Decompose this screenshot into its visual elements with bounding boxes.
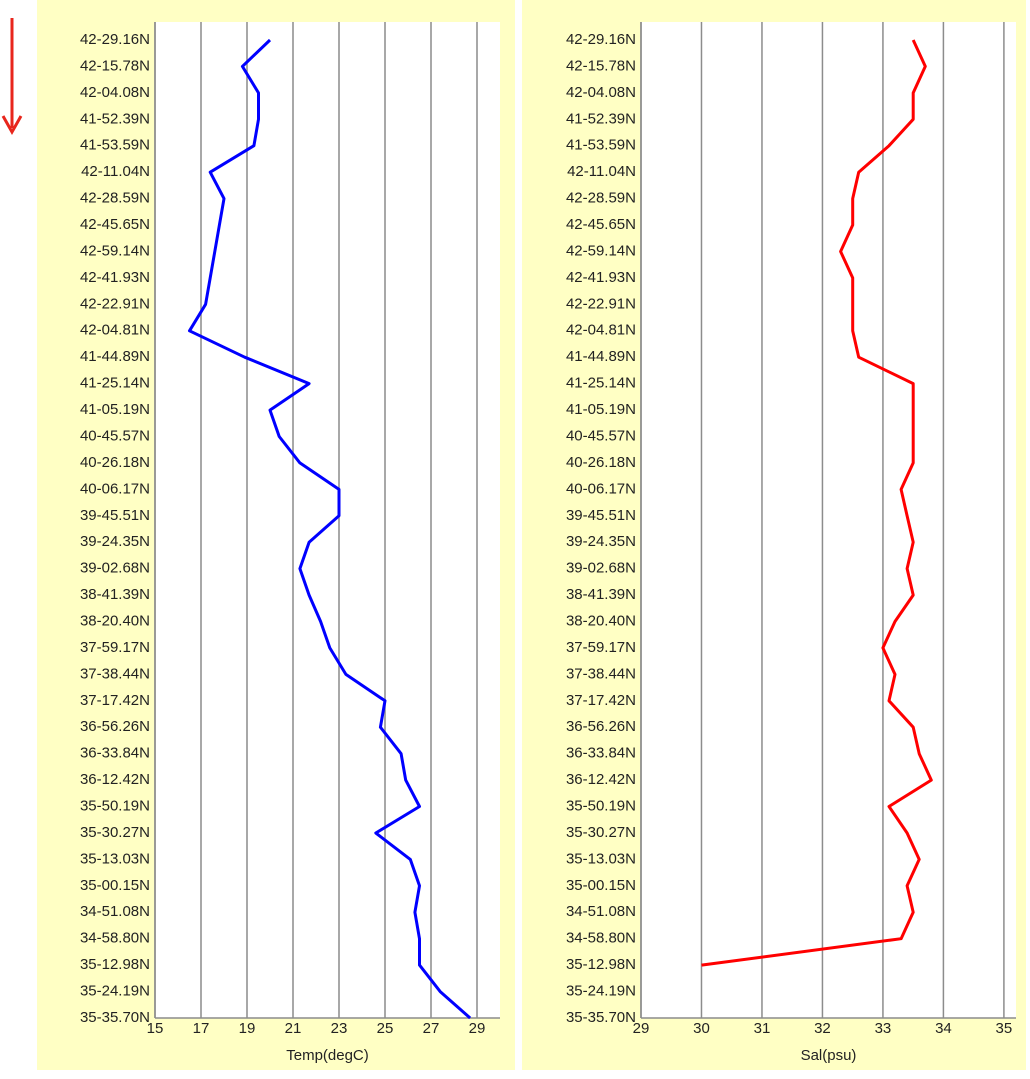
y-tick-label: 39-02.68N [80, 560, 150, 577]
y-tick-label: 42-15.78N [80, 57, 150, 74]
y-tick-label: 38-20.40N [80, 612, 150, 629]
y-tick-label: 35-30.27N [80, 824, 150, 841]
y-tick-label: 35-13.03N [566, 850, 636, 867]
y-tick-label: 36-33.84N [566, 745, 636, 762]
plot-area [155, 22, 500, 1018]
y-tick-label: 41-05.19N [566, 401, 636, 418]
y-tick-label: 42-28.59N [566, 190, 636, 207]
y-tick-label: 41-52.39N [566, 110, 636, 127]
y-tick-label: 35-24.19N [566, 983, 636, 1000]
y-tick-label: 37-38.44N [80, 665, 150, 682]
y-tick-label: 37-59.17N [80, 639, 150, 656]
x-tick-label: 15 [147, 1020, 164, 1037]
y-tick-label: 39-24.35N [566, 533, 636, 550]
y-tick-label: 36-33.84N [80, 745, 150, 762]
x-axis-label: Sal(psu) [801, 1047, 857, 1064]
y-tick-label: 34-58.80N [566, 930, 636, 947]
y-tick-label: 35-12.98N [80, 956, 150, 973]
y-tick-label: 40-45.57N [566, 427, 636, 444]
x-tick-label: 34 [935, 1020, 952, 1037]
y-tick-label: 37-17.42N [80, 692, 150, 709]
x-tick-label: 32 [814, 1020, 831, 1037]
y-tick-label: 42-29.16N [566, 31, 636, 48]
x-tick-label: 35 [996, 1020, 1013, 1037]
y-tick-label: 38-20.40N [566, 612, 636, 629]
y-tick-label: 42-04.81N [566, 322, 636, 339]
y-tick-label: 35-00.15N [80, 877, 150, 894]
y-tick-label: 39-02.68N [566, 560, 636, 577]
y-tick-label: 35-50.19N [566, 798, 636, 815]
y-tick-label: 38-41.39N [80, 586, 150, 603]
x-tick-label: 29 [469, 1020, 486, 1037]
y-tick-label: 35-35.70N [566, 1009, 636, 1026]
x-tick-label: 30 [693, 1020, 710, 1037]
y-tick-label: 41-52.39N [80, 110, 150, 127]
y-tick-label: 42-11.04N [81, 163, 150, 180]
y-tick-label: 37-38.44N [566, 665, 636, 682]
direction-arrow [1, 18, 23, 136]
x-tick-label: 23 [331, 1020, 348, 1037]
y-tick-label: 39-45.51N [566, 507, 636, 524]
y-tick-label: 36-12.42N [566, 771, 636, 788]
data-line [701, 39, 933, 967]
x-tick-label: 31 [754, 1020, 771, 1037]
y-tick-label: 37-17.42N [566, 692, 636, 709]
x-tick-label: 29 [633, 1020, 650, 1037]
y-tick-label: 39-24.35N [80, 533, 150, 550]
x-tick-label: 25 [377, 1020, 394, 1037]
y-tick-label: 42-22.91N [566, 295, 636, 312]
y-tick-label: 41-25.14N [566, 375, 636, 392]
y-tick-label: 41-53.59N [566, 137, 636, 154]
y-tick-label: 42-41.93N [80, 269, 150, 286]
y-tick-label: 42-59.14N [80, 242, 150, 259]
y-tick-label: 34-51.08N [566, 903, 636, 920]
y-tick-label: 36-12.42N [80, 771, 150, 788]
y-tick-label: 38-41.39N [566, 586, 636, 603]
y-tick-label: 36-56.26N [566, 718, 636, 735]
x-tick-label: 17 [193, 1020, 210, 1037]
y-tick-label: 34-51.08N [80, 903, 150, 920]
y-tick-label: 35-35.70N [80, 1009, 150, 1026]
y-tick-label: 41-25.14N [80, 375, 150, 392]
y-tick-label: 42-41.93N [566, 269, 636, 286]
y-tick-label: 41-53.59N [80, 137, 150, 154]
y-tick-label: 42-22.91N [80, 295, 150, 312]
y-tick-label: 37-59.17N [566, 639, 636, 656]
data-line [188, 38, 472, 1020]
y-tick-label: 42-11.04N [567, 163, 636, 180]
y-tick-label: 42-04.08N [566, 84, 636, 101]
y-tick-label: 41-05.19N [80, 401, 150, 418]
y-tick-label: 35-24.19N [80, 983, 150, 1000]
y-tick-label: 42-45.65N [566, 216, 636, 233]
y-tick-label: 41-44.89N [80, 348, 150, 365]
y-tick-label: 42-45.65N [80, 216, 150, 233]
y-tick-label: 36-56.26N [80, 718, 150, 735]
y-tick-label: 42-15.78N [566, 57, 636, 74]
y-tick-label: 35-12.98N [566, 956, 636, 973]
y-tick-label: 40-26.18N [566, 454, 636, 471]
y-tick-label: 39-45.51N [80, 507, 150, 524]
y-tick-label: 42-04.08N [80, 84, 150, 101]
y-tick-label: 42-59.14N [566, 242, 636, 259]
x-axis-label: Temp(degC) [286, 1047, 369, 1064]
y-tick-label: 42-04.81N [80, 322, 150, 339]
y-tick-label: 41-44.89N [566, 348, 636, 365]
y-tick-label: 34-58.80N [80, 930, 150, 947]
y-tick-label: 40-45.57N [80, 427, 150, 444]
x-tick-label: 21 [285, 1020, 302, 1037]
y-tick-label: 35-30.27N [566, 824, 636, 841]
y-tick-label: 35-13.03N [80, 850, 150, 867]
y-tick-label: 35-50.19N [80, 798, 150, 815]
y-tick-label: 40-06.17N [80, 480, 150, 497]
y-tick-label: 40-06.17N [566, 480, 636, 497]
x-tick-label: 19 [239, 1020, 256, 1037]
x-tick-label: 33 [875, 1020, 892, 1037]
y-tick-label: 42-28.59N [80, 190, 150, 207]
plot-area [641, 22, 1016, 1018]
y-tick-label: 42-29.16N [80, 31, 150, 48]
y-tick-label: 40-26.18N [80, 454, 150, 471]
y-tick-label: 35-00.15N [566, 877, 636, 894]
x-tick-label: 27 [423, 1020, 440, 1037]
